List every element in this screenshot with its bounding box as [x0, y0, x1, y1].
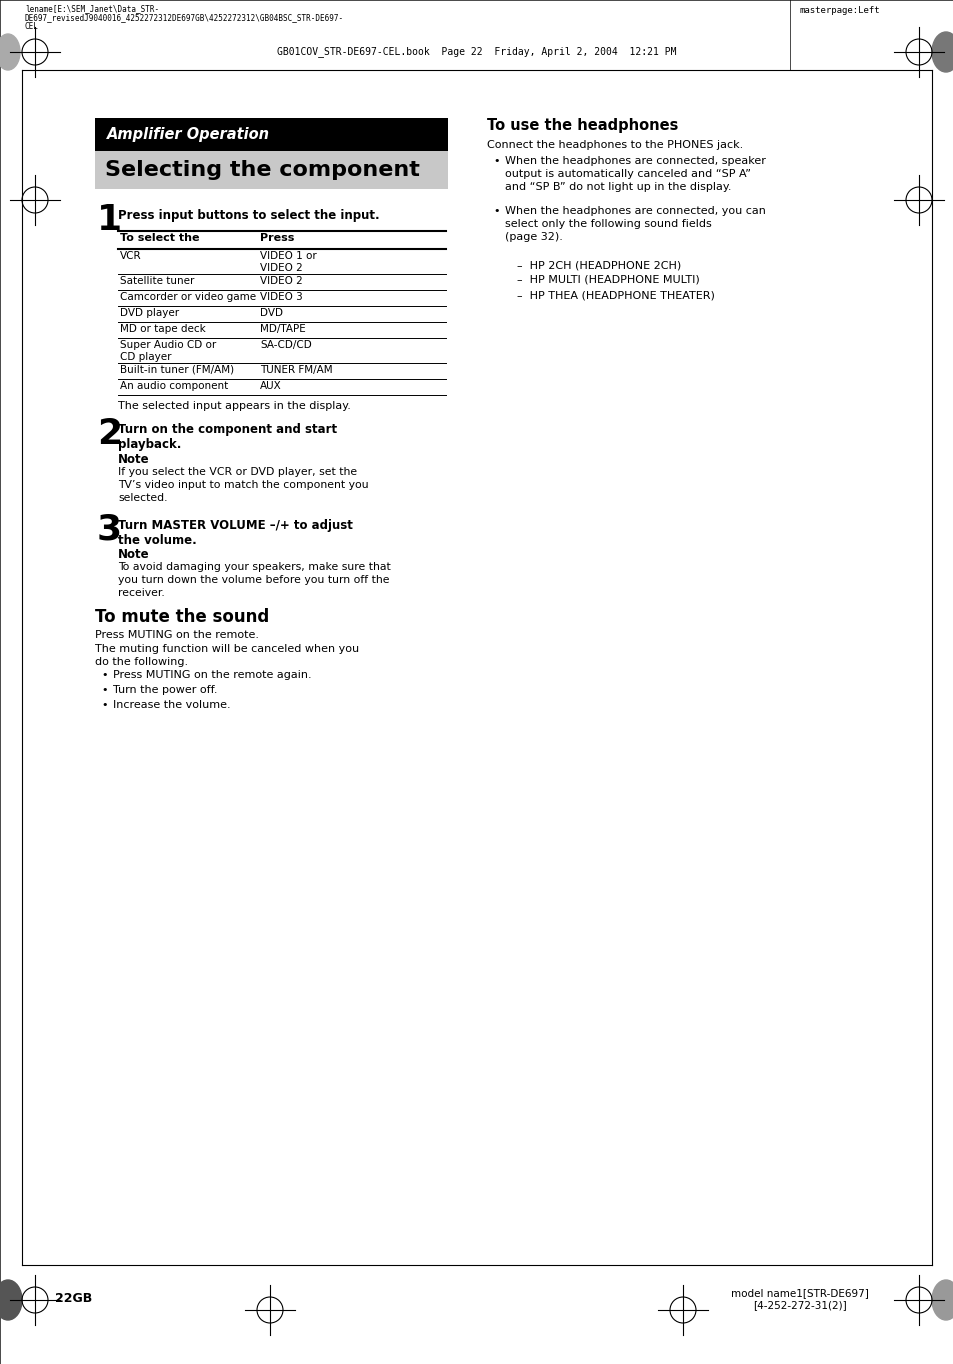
Text: Turn MASTER VOLUME –/+ to adjust
the volume.: Turn MASTER VOLUME –/+ to adjust the vol…	[118, 518, 353, 547]
Text: When the headphones are connected, you can
select only the following sound field: When the headphones are connected, you c…	[504, 206, 765, 241]
Text: To mute the sound: To mute the sound	[95, 608, 269, 626]
Text: Satellite tuner: Satellite tuner	[120, 276, 194, 286]
Text: Turn on the component and start
playback.: Turn on the component and start playback…	[118, 423, 336, 451]
Text: VIDEO 2: VIDEO 2	[260, 276, 302, 286]
Text: VIDEO 1 or
VIDEO 2: VIDEO 1 or VIDEO 2	[260, 251, 316, 273]
Text: VIDEO 3: VIDEO 3	[260, 292, 302, 301]
Ellipse shape	[0, 34, 20, 70]
Text: –  HP THEA (HEADPHONE THEATER): – HP THEA (HEADPHONE THEATER)	[517, 291, 714, 300]
Text: Super Audio CD or
CD player: Super Audio CD or CD player	[120, 340, 216, 361]
Text: When the headphones are connected, speaker
output is automatically canceled and : When the headphones are connected, speak…	[504, 155, 765, 191]
Text: 3: 3	[97, 513, 122, 547]
Text: •: •	[101, 685, 108, 696]
Text: The selected input appears in the display.: The selected input appears in the displa…	[118, 401, 351, 411]
Text: Connect the headphones to the PHONES jack.: Connect the headphones to the PHONES jac…	[486, 140, 742, 150]
Text: Built-in tuner (FM/AM): Built-in tuner (FM/AM)	[120, 366, 233, 375]
Text: 2: 2	[97, 417, 122, 451]
Text: –  HP 2CH (HEADPHONE 2CH): – HP 2CH (HEADPHONE 2CH)	[517, 261, 680, 270]
Text: masterpage:Left: masterpage:Left	[800, 5, 880, 15]
Text: •: •	[493, 206, 499, 216]
Text: •: •	[493, 155, 499, 166]
Ellipse shape	[0, 1279, 22, 1320]
Text: AUX: AUX	[260, 381, 281, 391]
Text: Increase the volume.: Increase the volume.	[112, 700, 231, 711]
Text: To avoid damaging your speakers, make sure that
you turn down the volume before : To avoid damaging your speakers, make su…	[118, 562, 391, 597]
Text: model name1[STR-DE697]
[4-252-272-31(2)]: model name1[STR-DE697] [4-252-272-31(2)]	[730, 1288, 868, 1309]
Text: Selecting the component: Selecting the component	[105, 160, 419, 180]
Text: Note: Note	[118, 548, 150, 561]
Text: 22GB: 22GB	[55, 1292, 92, 1305]
Text: To use the headphones: To use the headphones	[486, 119, 678, 134]
Text: •: •	[101, 670, 108, 681]
Text: Press input buttons to select the input.: Press input buttons to select the input.	[118, 209, 379, 222]
Bar	[95, 119, 448, 151]
Text: SA-CD/CD: SA-CD/CD	[260, 340, 312, 351]
Text: Amplifier Operation: Amplifier Operation	[107, 127, 270, 142]
Text: DVD: DVD	[260, 308, 283, 318]
Text: Camcorder or video game: Camcorder or video game	[120, 292, 255, 301]
Text: •: •	[101, 700, 108, 711]
Text: –  HP MULTI (HEADPHONE MULTI): – HP MULTI (HEADPHONE MULTI)	[517, 276, 699, 285]
Text: To select the: To select the	[120, 233, 199, 243]
Text: DE697_revisedJ9040016_4252272312DE697GB\4252272312\GB04BSC_STR-DE697-: DE697_revisedJ9040016_4252272312DE697GB\…	[25, 14, 344, 22]
Text: DVD player: DVD player	[120, 308, 179, 318]
Bar	[95, 151, 448, 190]
Text: VCR: VCR	[120, 251, 141, 261]
Text: MD or tape deck: MD or tape deck	[120, 325, 206, 334]
Text: Note: Note	[118, 453, 150, 466]
Text: If you select the VCR or DVD player, set the
TV’s video input to match the compo: If you select the VCR or DVD player, set…	[118, 466, 368, 502]
Text: An audio component: An audio component	[120, 381, 228, 391]
Ellipse shape	[931, 1279, 953, 1320]
Text: Turn the power off.: Turn the power off.	[112, 685, 217, 696]
Text: GB01COV_STR-DE697-CEL.book  Page 22  Friday, April 2, 2004  12:21 PM: GB01COV_STR-DE697-CEL.book Page 22 Frida…	[277, 46, 676, 57]
Text: Press: Press	[260, 233, 294, 243]
Text: CEL: CEL	[25, 22, 39, 31]
Ellipse shape	[931, 31, 953, 72]
Text: The muting function will be canceled when you
do the following.: The muting function will be canceled whe…	[95, 644, 358, 667]
Text: Press MUTING on the remote.: Press MUTING on the remote.	[95, 630, 258, 640]
Text: Press MUTING on the remote again.: Press MUTING on the remote again.	[112, 670, 312, 681]
Text: 1: 1	[97, 203, 122, 237]
Text: MD/TAPE: MD/TAPE	[260, 325, 305, 334]
Text: TUNER FM/AM: TUNER FM/AM	[260, 366, 333, 375]
Text: lename[E:\SEM_Janet\Data_STR-: lename[E:\SEM_Janet\Data_STR-	[25, 4, 159, 14]
